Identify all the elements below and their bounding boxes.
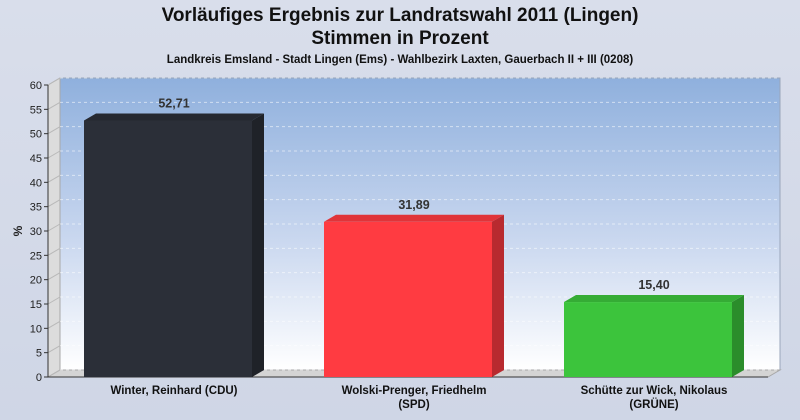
y-tick-label: 5 — [36, 348, 42, 360]
gridline-side — [47, 320, 61, 329]
bar[interactable] — [324, 221, 492, 377]
y-tick-label: 40 — [30, 177, 42, 189]
y-tick-label: 55 — [30, 104, 42, 116]
y-tick-label: 45 — [30, 153, 42, 165]
chart-title-line1: Vorläufiges Ergebnis zur Landratswahl 20… — [161, 5, 639, 26]
gridline-side — [47, 369, 61, 378]
y-axis-label: % — [11, 225, 25, 236]
chart-title-line2: Stimmen in Prozent — [311, 28, 489, 49]
bar-side — [492, 214, 504, 377]
bar-top — [84, 113, 264, 121]
bar[interactable] — [84, 120, 252, 377]
y-tick-label: 0 — [36, 372, 42, 384]
bar-side — [252, 113, 264, 377]
y-tick-label: 35 — [30, 202, 42, 214]
gridline-side — [47, 101, 61, 110]
bar[interactable] — [564, 302, 732, 377]
gridline-side — [47, 77, 61, 86]
gridline-side — [47, 199, 61, 208]
bar-value-label: 31,89 — [398, 198, 429, 212]
x-tick-label: Wolski-Prenger, Friedhelm — [342, 385, 487, 397]
bar-value-label: 52,71 — [158, 96, 189, 110]
x-tick-label: Winter, Reinhard (CDU) — [110, 385, 237, 397]
bar-side — [732, 295, 744, 377]
y-tick-label: 50 — [30, 129, 42, 141]
chart-subtitle: Landkreis Emsland - Stadt Lingen (Ems) -… — [166, 54, 634, 66]
bar-value-label: 15,40 — [638, 278, 669, 292]
x-tick-label: (GRÜNE) — [629, 398, 678, 411]
gridline-side — [47, 247, 61, 256]
bar-top — [564, 295, 744, 303]
y-tick-label: 20 — [30, 275, 42, 287]
chart-title: Vorläufiges Ergebnis zur Landratswahl 20… — [0, 4, 800, 50]
y-tick-label: 30 — [30, 226, 42, 238]
gridline-side — [47, 296, 61, 305]
gridline-side — [47, 150, 61, 159]
y-tick-label: 15 — [30, 299, 42, 311]
y-tick-label: 25 — [30, 250, 42, 262]
gridline-side — [47, 272, 61, 281]
y-tick-label: 60 — [30, 80, 42, 92]
gridline-side — [47, 174, 61, 183]
gridline-side — [47, 223, 61, 232]
gridline-side — [47, 345, 61, 354]
bar-top — [324, 214, 504, 222]
y-tick-label: 10 — [30, 323, 42, 335]
x-tick-label: Schütte zur Wick, Nikolaus — [581, 385, 728, 397]
x-tick-label: (SPD) — [398, 399, 429, 411]
gridline-side — [47, 126, 61, 135]
